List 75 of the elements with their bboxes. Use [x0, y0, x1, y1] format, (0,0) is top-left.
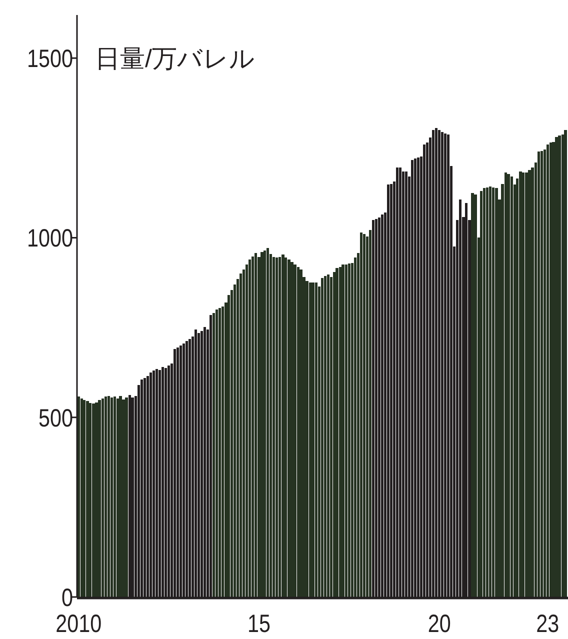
bar	[110, 398, 113, 597]
bar	[504, 172, 507, 597]
bar	[92, 404, 95, 597]
x-tick-label: 2010	[56, 610, 112, 638]
bar	[113, 396, 116, 597]
bar	[218, 308, 222, 597]
bar	[240, 274, 242, 597]
bar	[483, 188, 486, 597]
bar	[314, 282, 318, 597]
bar	[306, 280, 308, 597]
bar	[510, 176, 513, 597]
bar	[276, 258, 278, 597]
y-tick-label: 500	[38, 404, 80, 432]
bar	[338, 266, 342, 597]
bar	[522, 172, 525, 597]
bar	[288, 259, 290, 597]
bar	[272, 256, 276, 597]
bar	[369, 230, 372, 597]
bar	[344, 264, 348, 597]
y-axis-title: 日量/万バレル	[95, 45, 255, 74]
bar	[336, 268, 338, 597]
bar	[549, 142, 552, 597]
bar	[474, 194, 477, 597]
bar	[212, 313, 216, 597]
bar	[320, 278, 324, 597]
bar	[507, 174, 510, 597]
bar	[116, 398, 119, 597]
bar	[282, 254, 284, 597]
bar	[486, 187, 489, 597]
bar	[98, 400, 101, 597]
bar	[342, 264, 344, 597]
bar	[252, 256, 254, 597]
bar	[558, 135, 561, 597]
bar	[101, 398, 104, 597]
x-tick-label: 23	[536, 610, 564, 638]
bar	[564, 130, 567, 597]
bar	[324, 276, 326, 597]
bar	[222, 306, 224, 597]
bar	[540, 150, 543, 597]
bar	[525, 172, 528, 597]
bar	[104, 396, 107, 597]
y-tick-label: 0	[62, 584, 76, 612]
y-tick-label: 1500	[27, 45, 83, 74]
y-tick-label: 1000	[27, 224, 83, 253]
bar	[264, 250, 266, 597]
bar	[296, 266, 300, 597]
bar	[489, 186, 492, 597]
bar	[86, 401, 89, 597]
x-tick-label: 20	[428, 610, 456, 638]
bar	[308, 282, 312, 597]
bar	[495, 188, 498, 597]
bar	[519, 172, 522, 597]
bar	[326, 274, 330, 597]
bar	[278, 256, 282, 597]
bar	[492, 187, 495, 597]
bar	[216, 310, 218, 597]
bar	[480, 191, 483, 597]
bar	[266, 248, 270, 597]
bar	[284, 258, 288, 597]
bar	[360, 232, 363, 597]
bar	[125, 398, 128, 597]
bar	[332, 272, 336, 597]
bar	[83, 400, 86, 597]
bar	[537, 152, 540, 597]
bar	[362, 234, 366, 597]
x-tick-label: 15	[247, 610, 276, 638]
bar	[546, 144, 549, 597]
bar	[107, 396, 110, 597]
bar	[80, 398, 83, 597]
bar	[294, 264, 296, 597]
bar	[312, 282, 314, 597]
bar	[89, 403, 92, 597]
bar	[254, 252, 258, 597]
bar	[348, 264, 350, 597]
bar	[248, 260, 252, 597]
